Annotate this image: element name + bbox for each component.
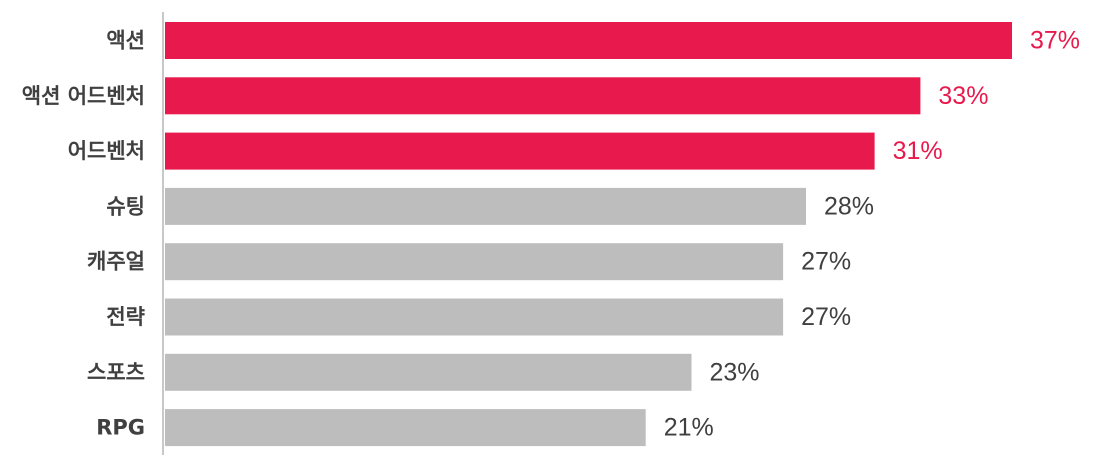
category-label: 어드벤처 xyxy=(68,139,145,163)
category-label: 슈팅 xyxy=(106,194,145,218)
bars-group xyxy=(165,22,1012,447)
value-labels-group: 37% 33% 31% 28% 27% 27% 23% 21% xyxy=(664,27,1080,442)
category-label: 액션 어드벤처 xyxy=(22,84,145,108)
bar xyxy=(165,298,784,336)
bar xyxy=(165,22,1012,59)
value-label: 27% xyxy=(801,303,851,331)
value-label: 33% xyxy=(938,82,988,110)
bar xyxy=(165,187,806,225)
value-label: 23% xyxy=(710,358,760,386)
bar xyxy=(165,77,921,115)
bar xyxy=(165,132,875,170)
value-label: 27% xyxy=(801,248,851,276)
category-label: RPG xyxy=(96,416,145,440)
bar xyxy=(165,353,692,391)
value-label: 37% xyxy=(1030,27,1080,55)
bar xyxy=(165,243,784,281)
category-label: 전략 xyxy=(106,305,145,329)
value-label: 21% xyxy=(664,414,714,442)
category-label: 캐주얼 xyxy=(87,250,145,274)
category-label: 스포츠 xyxy=(87,360,145,384)
category-label: 액션 xyxy=(106,29,145,53)
bar xyxy=(165,409,646,447)
value-label: 31% xyxy=(893,137,943,165)
value-label: 28% xyxy=(824,192,874,220)
